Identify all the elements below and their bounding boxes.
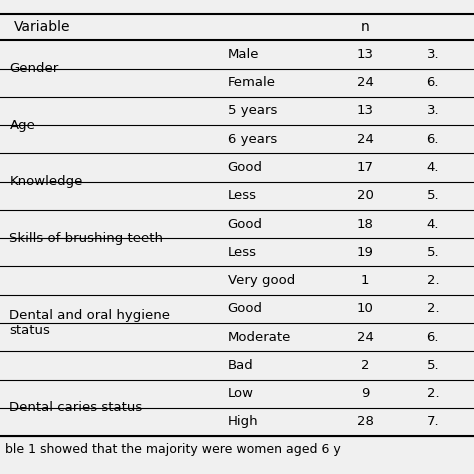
Text: 5.: 5. (427, 189, 439, 202)
Text: 24: 24 (356, 133, 374, 146)
Text: 13: 13 (356, 48, 374, 61)
Text: Age: Age (9, 118, 36, 132)
Text: 24: 24 (356, 76, 374, 89)
Text: Dental caries status: Dental caries status (9, 401, 143, 414)
Text: Knowledge: Knowledge (9, 175, 83, 188)
Text: 18: 18 (356, 218, 374, 230)
Text: 2: 2 (361, 359, 369, 372)
Text: Less: Less (228, 189, 256, 202)
Text: 6.: 6. (427, 331, 439, 344)
Text: 6.: 6. (427, 133, 439, 146)
Text: Bad: Bad (228, 359, 253, 372)
Text: 20: 20 (356, 189, 374, 202)
Text: Very good: Very good (228, 274, 295, 287)
Text: Good: Good (228, 302, 263, 315)
Text: 5.: 5. (427, 246, 439, 259)
Text: 10: 10 (356, 302, 374, 315)
Text: Female: Female (228, 76, 275, 89)
Text: 4.: 4. (427, 161, 439, 174)
Text: 24: 24 (356, 331, 374, 344)
Text: 5.: 5. (427, 359, 439, 372)
Text: 6 years: 6 years (228, 133, 277, 146)
Text: High: High (228, 415, 258, 428)
Text: ble 1 showed that the majority were women aged 6 y: ble 1 showed that the majority were wome… (5, 443, 340, 456)
Text: Skills of brushing teeth: Skills of brushing teeth (9, 232, 164, 245)
Text: 5 years: 5 years (228, 104, 277, 118)
Text: Good: Good (228, 218, 263, 230)
Text: 17: 17 (356, 161, 374, 174)
Text: 28: 28 (356, 415, 374, 428)
Text: Variable: Variable (14, 20, 71, 34)
Text: Gender: Gender (9, 62, 59, 75)
Text: 19: 19 (356, 246, 374, 259)
Text: 7.: 7. (427, 415, 439, 428)
Text: 4.: 4. (427, 218, 439, 230)
Text: 3.: 3. (427, 104, 439, 118)
Text: Dental and oral hygiene
status: Dental and oral hygiene status (9, 309, 171, 337)
Text: 9: 9 (361, 387, 369, 400)
Text: Male: Male (228, 48, 259, 61)
Text: n: n (361, 20, 369, 34)
Text: 2.: 2. (427, 302, 439, 315)
Text: Moderate: Moderate (228, 331, 291, 344)
Text: 1: 1 (361, 274, 369, 287)
Text: 3.: 3. (427, 48, 439, 61)
Text: 2.: 2. (427, 274, 439, 287)
Text: 6.: 6. (427, 76, 439, 89)
Text: Good: Good (228, 161, 263, 174)
Text: 13: 13 (356, 104, 374, 118)
Text: 2.: 2. (427, 387, 439, 400)
Text: Low: Low (228, 387, 254, 400)
Text: Less: Less (228, 246, 256, 259)
